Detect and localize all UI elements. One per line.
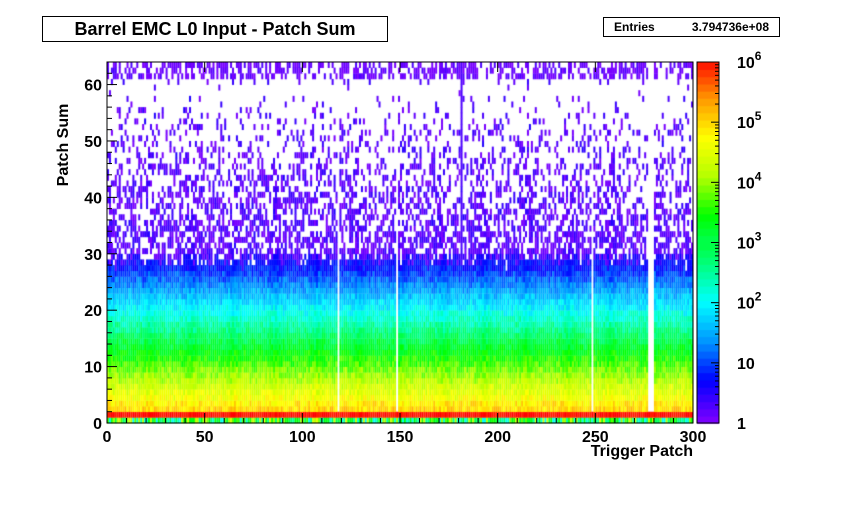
- chart-title: Barrel EMC L0 Input - Patch Sum: [42, 16, 388, 42]
- x-axis-label: Trigger Patch: [591, 443, 693, 460]
- x-tick-label: 300: [680, 429, 707, 446]
- plot-frame: [106, 61, 694, 424]
- z-tick-label: 102: [737, 290, 762, 313]
- stats-entries-value: 3.794736e+08: [691, 20, 769, 34]
- x-tick-label: 0: [103, 429, 112, 446]
- z-tick-label: 104: [737, 169, 762, 192]
- chart-title-text: Barrel EMC L0 Input - Patch Sum: [74, 18, 356, 39]
- x-tick-label: 150: [387, 429, 414, 446]
- z-tick-label: 1: [737, 416, 746, 433]
- x-tick-label: 50: [196, 429, 214, 446]
- z-tick-label: 103: [737, 230, 762, 253]
- y-tick-label: 40: [84, 190, 102, 207]
- y-tick-label: 50: [84, 134, 102, 151]
- z-tick-label: 106: [737, 49, 762, 72]
- z-tick-label: 10: [737, 356, 755, 373]
- y-tick-label: 20: [84, 303, 102, 320]
- y-tick-label: 10: [84, 360, 102, 377]
- x-tick-label: 250: [582, 429, 609, 446]
- stats-entries-label: Entries: [614, 20, 655, 34]
- z-tick-label: 105: [737, 109, 762, 132]
- y-tick-label: 0: [93, 416, 102, 433]
- x-tick-label: 100: [289, 429, 316, 446]
- y-tick-label: 30: [84, 247, 102, 264]
- x-tick-label: 200: [484, 429, 511, 446]
- y-axis-label: Patch Sum: [55, 104, 72, 187]
- y-tick-label: 60: [84, 78, 102, 95]
- stats-box: Entries 3.794736e+08: [603, 17, 780, 37]
